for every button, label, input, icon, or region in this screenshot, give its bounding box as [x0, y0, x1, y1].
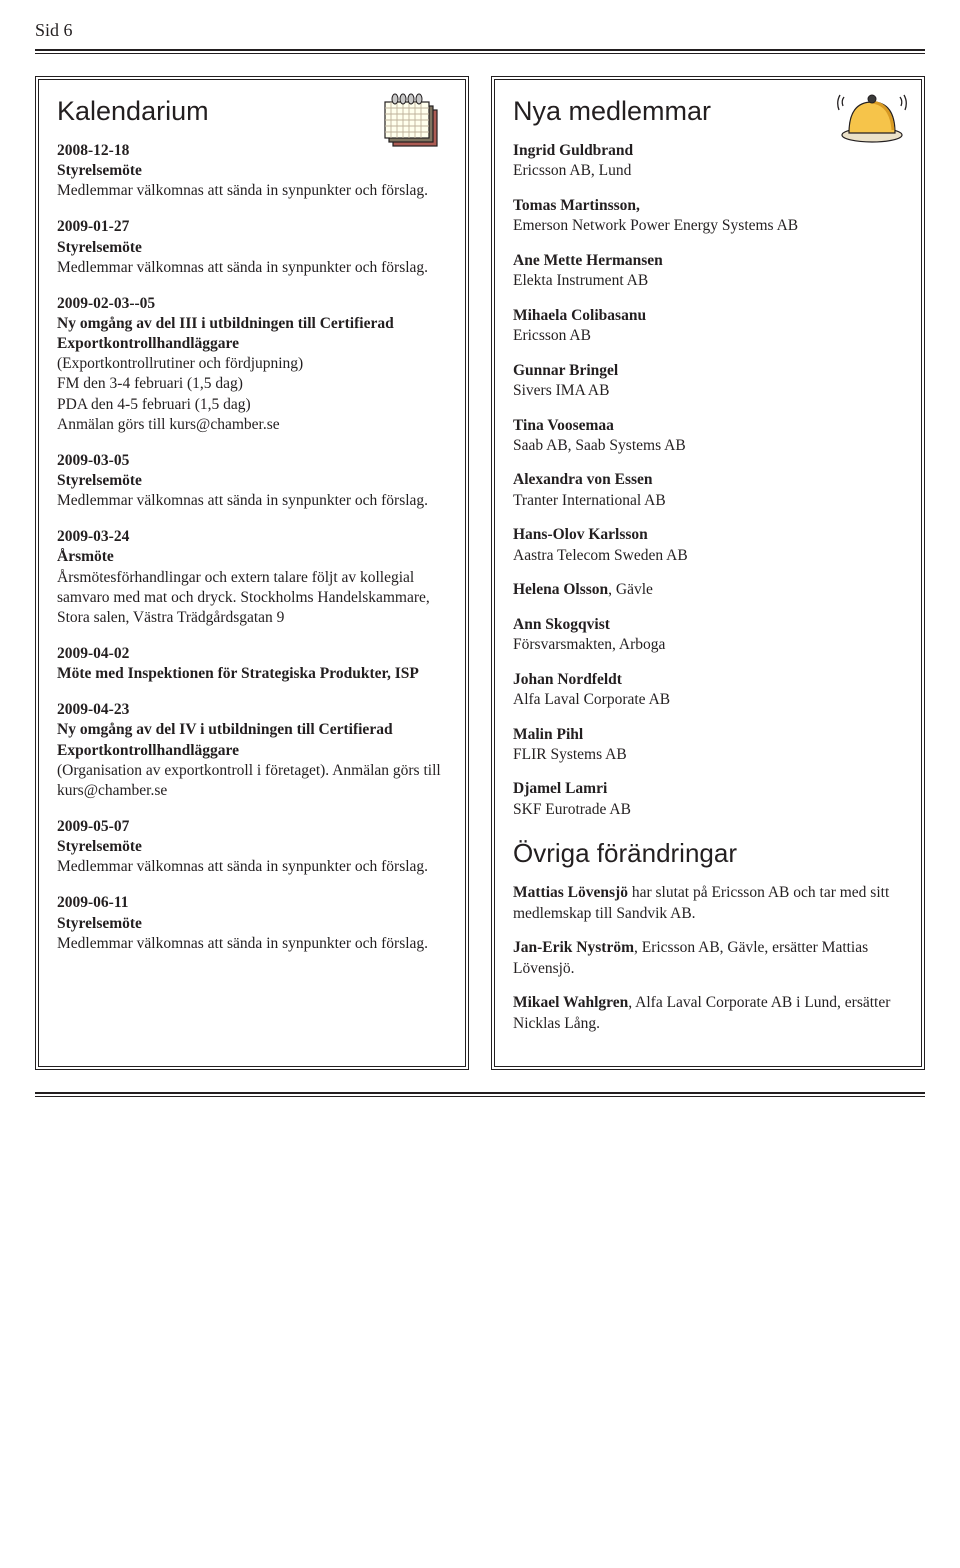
member-org: Ericsson AB, Lund: [513, 161, 903, 181]
event-date: 2009-01-27: [57, 217, 447, 237]
member-org: Tranter International AB: [513, 491, 903, 511]
calendar-event: 2009-05-07StyrelsemöteMedlemmar välkomna…: [57, 817, 447, 877]
member-name: Malin Pihl: [513, 725, 903, 745]
member-name: Mihaela Colibasanu: [513, 306, 903, 326]
calendar-event: 2009-02-03--05Ny omgång av del III i utb…: [57, 294, 447, 435]
change-entry: Jan-Erik Nyström, Ericsson AB, Gävle, er…: [513, 938, 903, 979]
member-name: Alexandra von Essen: [513, 470, 903, 490]
event-title: Ny omgång av del IV i utbildningen till …: [57, 720, 447, 760]
change-name: Jan-Erik Nyström: [513, 939, 634, 956]
member-name: Johan Nordfeldt: [513, 670, 903, 690]
member-name: Tomas Martinsson,: [513, 196, 903, 216]
event-title: Årsmöte: [57, 547, 447, 567]
event-title: Styrelsemöte: [57, 161, 447, 181]
event-body-line: (Exportkontrollrutiner och fördjupning): [57, 354, 447, 374]
event-date: 2009-03-24: [57, 527, 447, 547]
member-org: Saab AB, Saab Systems AB: [513, 436, 903, 456]
change-name: Mikael Wahlgren: [513, 994, 628, 1011]
member-entry: Mihaela ColibasanuEricsson AB: [513, 306, 903, 347]
event-body-line: Medlemmar välkomnas att sända in synpunk…: [57, 181, 447, 201]
member-org: Elekta Instrument AB: [513, 271, 903, 291]
event-title: Styrelsemöte: [57, 238, 447, 258]
member-entry: Helena Olsson, Gävle: [513, 580, 903, 600]
member-entry: Gunnar BringelSivers IMA AB: [513, 361, 903, 402]
member-name: Djamel Lamri: [513, 779, 903, 799]
bell-icon: [837, 88, 907, 151]
member-entry: Hans-Olov KarlssonAastra Telecom Sweden …: [513, 525, 903, 566]
event-title: Styrelsemöte: [57, 837, 447, 857]
member-org: Alfa Laval Corporate AB: [513, 690, 903, 710]
event-body-line: Medlemmar välkomnas att sända in synpunk…: [57, 258, 447, 278]
event-body-line: PDA den 4-5 februari (1,5 dag): [57, 395, 447, 415]
kalendarium-column: Kalendarium 2008-12-18StyrelsemöteMedlem…: [35, 76, 469, 1070]
event-body-line: FM den 3-4 februari (1,5 dag): [57, 374, 447, 394]
event-date: 2009-06-11: [57, 893, 447, 913]
member-name: Helena Olsson: [513, 581, 608, 598]
event-body-line: (Organisation av exportkontroll i företa…: [57, 761, 447, 801]
member-entry: Johan NordfeldtAlfa Laval Corporate AB: [513, 670, 903, 711]
page-number: Sid 6: [35, 20, 925, 41]
ovriga-heading: Övriga förändringar: [513, 838, 903, 869]
change-entry: Mattias Lövensjö har slutat på Ericsson …: [513, 883, 903, 924]
member-org: FLIR Systems AB: [513, 745, 903, 765]
event-body-line: Medlemmar välkomnas att sända in synpunk…: [57, 491, 447, 511]
member-org: Aastra Telecom Sweden AB: [513, 546, 903, 566]
event-title: Styrelsemöte: [57, 914, 447, 934]
event-body-line: Medlemmar välkomnas att sända in synpunk…: [57, 857, 447, 877]
event-body-line: Årsmötesförhandlingar och extern talare …: [57, 568, 447, 628]
member-name: Hans-Olov Karlsson: [513, 525, 903, 545]
event-title: Ny omgång av del III i utbildningen till…: [57, 314, 447, 354]
member-name: Ann Skogqvist: [513, 615, 903, 635]
event-title: Möte med Inspektionen för Strategiska Pr…: [57, 664, 447, 684]
member-name: Gunnar Bringel: [513, 361, 903, 381]
member-entry: Tina VoosemaaSaab AB, Saab Systems AB: [513, 416, 903, 457]
event-date: 2009-03-05: [57, 451, 447, 471]
member-entry: Djamel LamriSKF Eurotrade AB: [513, 779, 903, 820]
event-body-line: Medlemmar välkomnas att sända in synpunk…: [57, 934, 447, 954]
member-entry: Alexandra von EssenTranter International…: [513, 470, 903, 511]
member-entry: Malin PihlFLIR Systems AB: [513, 725, 903, 766]
calendar-event: 2009-04-02Möte med Inspektionen för Stra…: [57, 644, 447, 684]
event-body-line: Anmälan görs till kurs@chamber.se: [57, 415, 447, 435]
calendar-event: 2009-03-24ÅrsmöteÅrsmötesförhandlingar o…: [57, 527, 447, 628]
header-rule: [35, 49, 925, 54]
change-name: Mattias Lövensjö: [513, 884, 628, 901]
event-date: 2009-04-02: [57, 644, 447, 664]
member-entry: Ane Mette HermansenElekta Instrument AB: [513, 251, 903, 292]
calendar-icon: [377, 88, 451, 163]
event-date: 2009-05-07: [57, 817, 447, 837]
footer-rule: [35, 1092, 925, 1097]
member-org: Emerson Network Power Energy Systems AB: [513, 216, 903, 236]
event-date: 2009-04-23: [57, 700, 447, 720]
member-org: Ericsson AB: [513, 326, 903, 346]
member-name: Tina Voosemaa: [513, 416, 903, 436]
change-entry: Mikael Wahlgren, Alfa Laval Corporate AB…: [513, 993, 903, 1034]
columns-wrapper: Kalendarium 2008-12-18StyrelsemöteMedlem…: [35, 76, 925, 1070]
calendar-event: 2009-01-27StyrelsemöteMedlemmar välkomna…: [57, 217, 447, 277]
member-org: Sivers IMA AB: [513, 381, 903, 401]
calendar-event: 2009-03-05StyrelsemöteMedlemmar välkomna…: [57, 451, 447, 511]
member-org: Försvarsmakten, Arboga: [513, 635, 903, 655]
member-org: SKF Eurotrade AB: [513, 800, 903, 820]
member-org: , Gävle: [608, 581, 653, 598]
member-entry: Ann SkogqvistFörsvarsmakten, Arboga: [513, 615, 903, 656]
calendar-event: 2009-06-11StyrelsemöteMedlemmar välkomna…: [57, 893, 447, 953]
medlemmar-column: Nya medlemmar Ingrid GuldbrandEricsson A…: [491, 76, 925, 1070]
event-date: 2009-02-03--05: [57, 294, 447, 314]
event-title: Styrelsemöte: [57, 471, 447, 491]
calendar-event: 2009-04-23Ny omgång av del IV i utbildni…: [57, 700, 447, 801]
member-entry: Tomas Martinsson,Emerson Network Power E…: [513, 196, 903, 237]
member-name: Ane Mette Hermansen: [513, 251, 903, 271]
